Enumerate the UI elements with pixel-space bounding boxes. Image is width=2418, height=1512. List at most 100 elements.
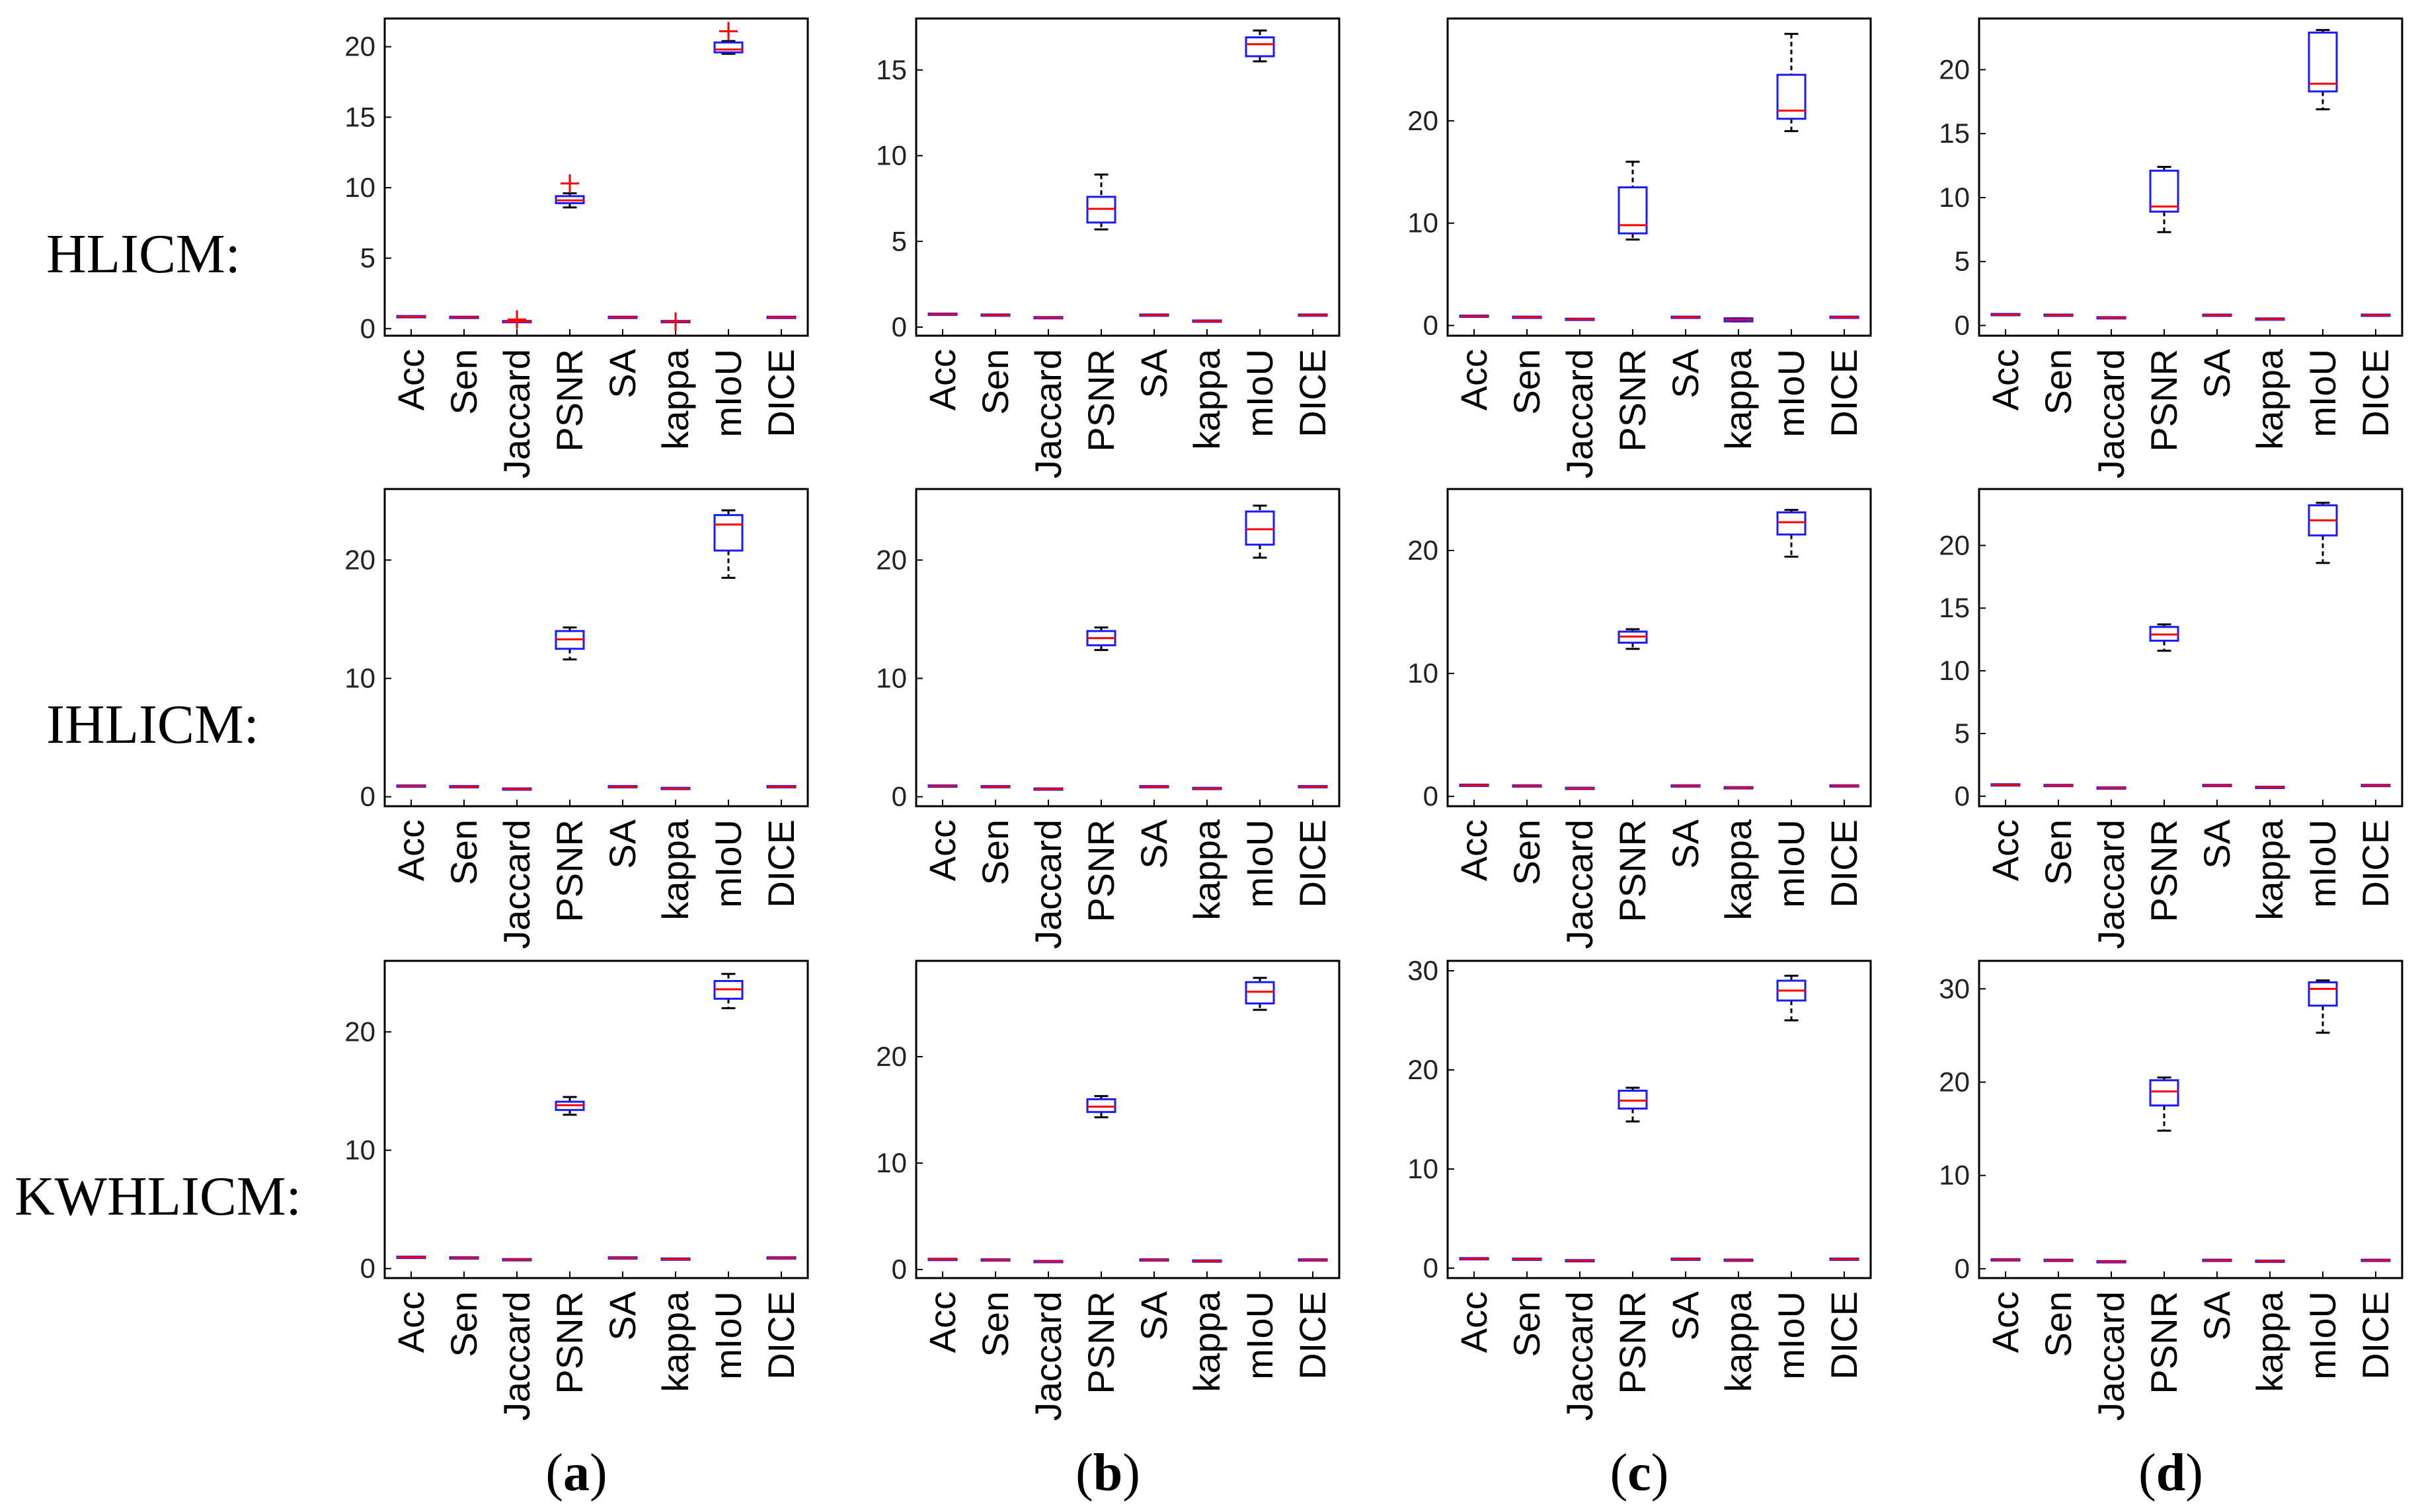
box-dice-ihlicm-b bbox=[1298, 784, 1328, 788]
box-jaccard-ihlicm-d bbox=[2096, 786, 2126, 790]
box-kappa-ihlicm-b bbox=[1192, 786, 1222, 790]
box-sa-ihlicm-c bbox=[1670, 784, 1701, 788]
y-tick-label-ihlicm-a: 10 bbox=[344, 663, 375, 694]
category-label-jaccard-kwhlicm-a: Jaccard bbox=[496, 1291, 537, 1421]
axes-frame-hlicm-c bbox=[1446, 17, 1872, 337]
box-sa-ihlicm-a bbox=[607, 784, 638, 788]
axes-frame-kwhlicm-c bbox=[1446, 960, 1872, 1279]
panel-ihlicm-c: 0 10 20 Acc Sen Jaccard PSNR SA kappa mIoU DICE bbox=[1407, 488, 1872, 949]
box-sen-hlicm-b bbox=[980, 313, 1011, 317]
category-label-jaccard-kwhlicm-c: Jaccard bbox=[1559, 1291, 1600, 1421]
box-jaccard-ihlicm-c bbox=[1565, 786, 1595, 790]
y-tick-label-ihlicm-a: 20 bbox=[344, 544, 375, 575]
outlier-psnr-hlicm-a bbox=[561, 174, 579, 193]
y-tick-label-kwhlicm-b: 10 bbox=[876, 1147, 907, 1178]
category-label-kappa-ihlicm-c: kappa bbox=[1717, 819, 1759, 920]
category-label-psnr-hlicm-a: PSNR bbox=[549, 349, 590, 452]
category-label-kappa-ihlicm-d: kappa bbox=[2249, 819, 2290, 920]
box-psnr-ihlicm-c bbox=[1618, 628, 1648, 650]
category-label-sa-hlicm-c: SA bbox=[1664, 348, 1706, 398]
box-jaccard-hlicm-d bbox=[2096, 316, 2126, 320]
outlier-jaccard-hlicm-a bbox=[508, 310, 526, 329]
box-sa-kwhlicm-b bbox=[1139, 1258, 1169, 1262]
y-tick-label-ihlicm-b: 0 bbox=[892, 781, 907, 812]
box-dice-hlicm-b bbox=[1298, 313, 1328, 317]
box-miou-kwhlicm-d bbox=[2308, 979, 2338, 1034]
category-label-dice-kwhlicm-b: DICE bbox=[1292, 1291, 1333, 1380]
category-label-dice-ihlicm-c: DICE bbox=[1823, 819, 1865, 908]
box-psnr-ihlicm-d bbox=[2149, 623, 2179, 652]
category-label-sen-kwhlicm-a: Sen bbox=[443, 1291, 485, 1357]
box-jaccard-ihlicm-a bbox=[502, 787, 532, 791]
box-kappa-hlicm-d bbox=[2255, 317, 2285, 321]
panel-ihlicm-a: 0 10 20 Acc Sen Jaccard PSNR SA kappa mIoU DICE bbox=[344, 488, 809, 949]
iqr-box bbox=[2308, 981, 2338, 1007]
y-tick-label-ihlicm-c: 10 bbox=[1407, 658, 1438, 689]
category-label-psnr-ihlicm-c: PSNR bbox=[1612, 819, 1653, 923]
category-label-acc-kwhlicm-c: Acc bbox=[1453, 1291, 1495, 1353]
category-label-acc-hlicm-d: Acc bbox=[1984, 349, 2026, 410]
category-label-sa-hlicm-d: SA bbox=[2196, 348, 2238, 398]
y-tick-label-ihlicm-c: 20 bbox=[1407, 535, 1438, 566]
box-dice-hlicm-c bbox=[1829, 315, 1859, 319]
box-sen-kwhlicm-d bbox=[2043, 1258, 2074, 1262]
y-tick-label-hlicm-b: 15 bbox=[876, 54, 907, 85]
box-psnr-hlicm-d bbox=[2149, 166, 2179, 233]
category-label-psnr-kwhlicm-c: PSNR bbox=[1612, 1291, 1653, 1394]
box-psnr-ihlicm-a bbox=[555, 626, 585, 661]
axes-frame-ihlicm-c bbox=[1446, 488, 1872, 808]
y-tick-label-kwhlicm-c: 10 bbox=[1407, 1153, 1438, 1184]
category-label-psnr-hlicm-d: PSNR bbox=[2143, 349, 2185, 452]
axes-frame-hlicm-d bbox=[1978, 17, 2403, 337]
box-dice-hlicm-a bbox=[766, 315, 797, 319]
category-label-miou-ihlicm-a: mIoU bbox=[707, 819, 749, 908]
category-label-psnr-ihlicm-d: PSNR bbox=[2143, 819, 2185, 923]
box-psnr-ihlicm-b bbox=[1086, 626, 1116, 652]
y-tick-label-ihlicm-c: 0 bbox=[1423, 780, 1438, 812]
category-label-sa-kwhlicm-c: SA bbox=[1664, 1291, 1706, 1340]
box-acc-hlicm-b bbox=[927, 313, 958, 317]
iqr-box bbox=[713, 41, 744, 54]
category-label-sen-kwhlicm-d: Sen bbox=[2037, 1291, 2079, 1357]
box-acc-ihlicm-b bbox=[927, 784, 958, 788]
box-miou-hlicm-a bbox=[713, 40, 744, 55]
box-sa-kwhlicm-d bbox=[2202, 1258, 2232, 1262]
row-label-kwhlicm: KWHLICM: bbox=[15, 1166, 301, 1227]
box-sen-kwhlicm-b bbox=[980, 1258, 1011, 1262]
y-tick-label-hlicm-a: 15 bbox=[344, 101, 375, 132]
box-dice-kwhlicm-d bbox=[2360, 1258, 2391, 1262]
box-sen-kwhlicm-c bbox=[1512, 1258, 1542, 1261]
box-dice-kwhlicm-b bbox=[1298, 1258, 1328, 1262]
category-label-jaccard-hlicm-d: Jaccard bbox=[2090, 349, 2132, 478]
y-tick-label-hlicm-c: 10 bbox=[1407, 208, 1438, 239]
y-tick-label-hlicm-a: 0 bbox=[360, 313, 375, 344]
box-acc-hlicm-a bbox=[396, 315, 426, 319]
box-sa-hlicm-d bbox=[2202, 313, 2232, 317]
category-label-kappa-hlicm-d: kappa bbox=[2249, 348, 2290, 449]
box-psnr-hlicm-b bbox=[1086, 173, 1116, 231]
box-kappa-kwhlicm-a bbox=[660, 1257, 691, 1261]
box-dice-ihlicm-a bbox=[766, 784, 797, 788]
category-label-acc-kwhlicm-d: Acc bbox=[1984, 1291, 2026, 1353]
box-sa-ihlicm-b bbox=[1139, 784, 1169, 788]
category-label-sen-kwhlicm-c: Sen bbox=[1506, 1291, 1547, 1357]
category-label-acc-kwhlicm-b: Acc bbox=[921, 1291, 963, 1353]
category-label-kappa-ihlicm-a: kappa bbox=[654, 819, 696, 920]
iqr-box bbox=[1245, 36, 1275, 57]
category-label-kappa-ihlicm-b: kappa bbox=[1186, 819, 1228, 920]
axes-frame-kwhlicm-d bbox=[1978, 960, 2403, 1279]
box-sen-kwhlicm-a bbox=[449, 1256, 479, 1260]
y-tick-label-hlicm-d: 5 bbox=[1955, 246, 1970, 277]
category-label-sen-hlicm-a: Sen bbox=[443, 349, 485, 415]
y-tick-label-hlicm-a: 10 bbox=[344, 172, 375, 203]
box-sa-hlicm-c bbox=[1670, 315, 1701, 319]
category-label-kappa-kwhlicm-d: kappa bbox=[2249, 1291, 2290, 1392]
box-psnr-hlicm-a bbox=[555, 192, 585, 209]
category-label-jaccard-hlicm-c: Jaccard bbox=[1559, 349, 1600, 478]
axes-frame-kwhlicm-a bbox=[383, 960, 809, 1279]
box-miou-kwhlicm-a bbox=[713, 973, 744, 1010]
panel-kwhlicm-a: 0 10 20 Acc Sen Jaccard PSNR SA kappa mIoU DICE bbox=[344, 960, 809, 1421]
box-kappa-kwhlicm-b bbox=[1192, 1259, 1222, 1263]
category-label-miou-hlicm-b: mIoU bbox=[1239, 349, 1280, 437]
category-label-sa-kwhlicm-a: SA bbox=[602, 1291, 643, 1340]
